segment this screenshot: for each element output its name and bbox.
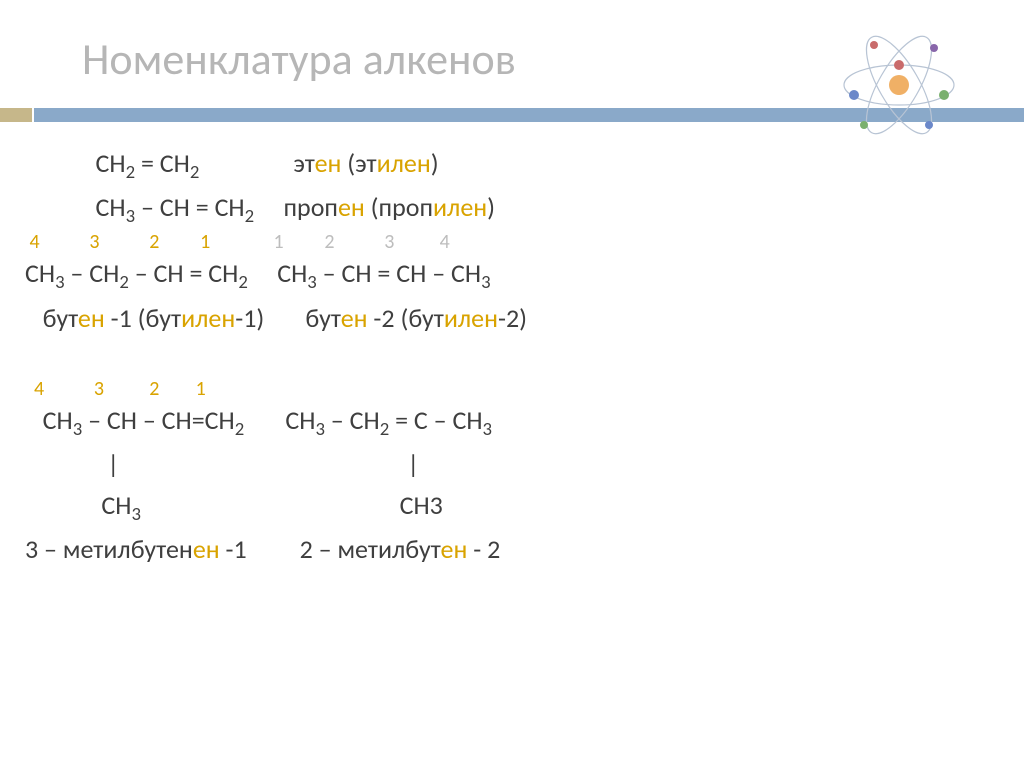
butene-names: бутен -1 (бутилен-1) бутен -2 (бутилен-2…	[25, 298, 1024, 338]
methylbutene-formulas: СН3 – СН – СН=СН2 СН3 – СН2 = С – СН3	[25, 400, 1024, 444]
propene-row: СН3 – СН = СН2 пропен (пропилен)	[25, 187, 1024, 231]
spacer	[25, 338, 1024, 378]
band-accent-left	[0, 108, 34, 122]
page-title: Номенклатура алкенов	[82, 32, 516, 86]
slide-content: СН2 = СН2 этен (этилен) СН3 – СН = СН2 п…	[0, 143, 1024, 569]
index-row-2: 4 3 2 1	[25, 378, 1024, 400]
bond-row: | |	[25, 444, 1024, 484]
atom-icon	[834, 20, 964, 150]
ethene-row: СН2 = СН2 этен (этилен)	[25, 143, 1024, 187]
methylbutene-names: 3 – метилбутенен -1 2 – метилбутен - 2	[25, 529, 1024, 569]
butene-formulas: СН3 – СН2 – СН = СН2 СН3 – СН = СН – СН3	[25, 253, 1024, 297]
substituent-row: СН3 СН3	[25, 485, 1024, 529]
index-row-1: 4 3 2 1 1 2 3 4	[25, 231, 1024, 253]
